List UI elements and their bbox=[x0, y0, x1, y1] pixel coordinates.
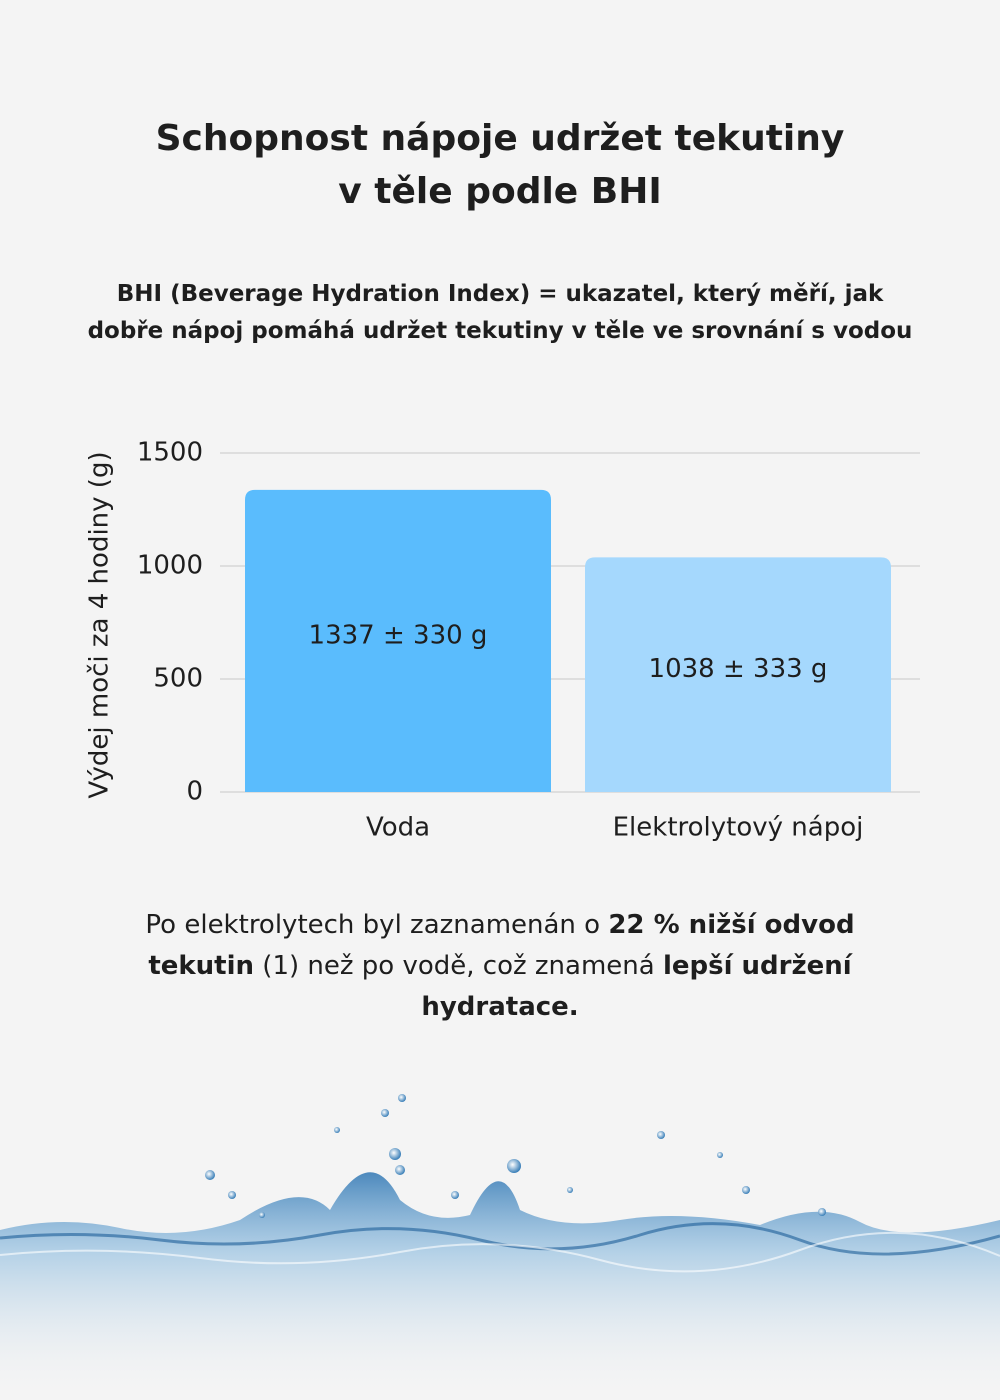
x-tick-label: Voda bbox=[366, 813, 430, 843]
annotation: Po elektrolytech byl zaznamenán o 22 % n… bbox=[110, 905, 890, 1028]
annotation-text: (1) než po vodě, což znamená bbox=[254, 951, 663, 981]
value-label: 1337 ± 330 g bbox=[309, 620, 488, 650]
bar bbox=[245, 489, 551, 792]
water-ripple bbox=[0, 1231, 1000, 1273]
water-splash bbox=[0, 1094, 1000, 1400]
y-tick-label: 1000 bbox=[137, 551, 203, 581]
droplets bbox=[205, 1094, 826, 1218]
chart: Výdej moči za 4 hodiny (g) 0 500 1000 1500 1… bbox=[85, 438, 920, 843]
bar bbox=[585, 557, 891, 792]
annotation-bold: 22 % nižší odvod tekutin bbox=[148, 910, 855, 981]
y-tick-label: 500 bbox=[153, 664, 203, 694]
chart-subtitle: BHI (Beverage Hydration Index) = ukazate… bbox=[87, 281, 913, 344]
y-axis-label: Výdej moči za 4 hodiny (g) bbox=[85, 451, 115, 798]
annotation-bold: lepší udržení hydratace. bbox=[421, 951, 852, 1022]
x-tick-label: Elektrolytový nápoj bbox=[613, 813, 864, 843]
y-tick-label: 1500 bbox=[137, 438, 203, 468]
value-label: 1038 ± 333 g bbox=[649, 654, 828, 684]
water-ripple bbox=[0, 1222, 1000, 1256]
y-tick-label: 0 bbox=[186, 777, 203, 807]
chart-title: Schopnost nápoje udržet tekutiny v těle … bbox=[155, 118, 845, 212]
annotation-text: Po elektrolytech byl zaznamenán o bbox=[145, 910, 609, 940]
water-surface bbox=[0, 1172, 1000, 1400]
